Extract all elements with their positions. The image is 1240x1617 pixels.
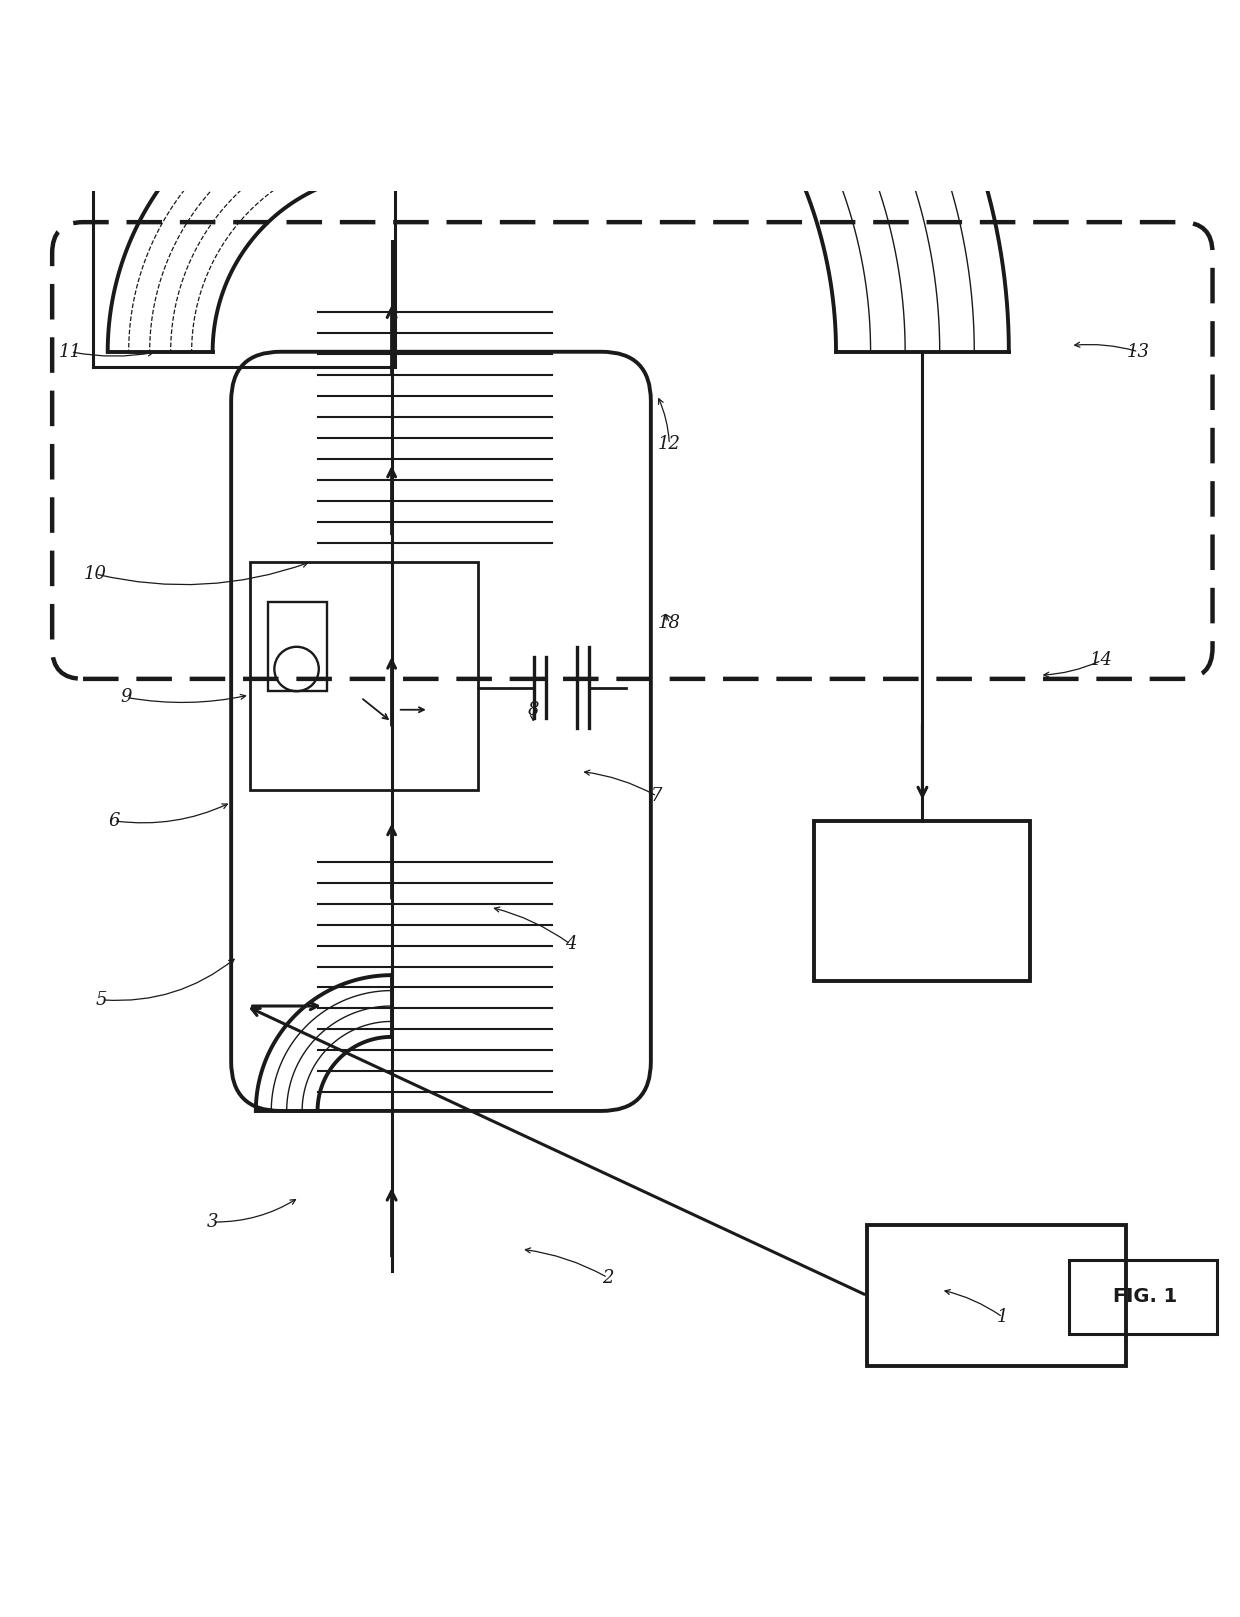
Text: 8: 8 bbox=[528, 700, 539, 718]
Text: 10: 10 bbox=[84, 564, 107, 584]
Text: 9: 9 bbox=[120, 689, 131, 707]
Text: 3: 3 bbox=[207, 1213, 218, 1231]
Text: 6: 6 bbox=[108, 812, 119, 830]
Bar bbox=[1069, 1260, 1218, 1334]
Bar bbox=[867, 1224, 1126, 1366]
Text: 18: 18 bbox=[658, 614, 681, 632]
Text: 11: 11 bbox=[60, 343, 82, 361]
Bar bbox=[249, 561, 479, 791]
Bar bbox=[93, 65, 396, 367]
Text: 13: 13 bbox=[1127, 343, 1149, 361]
Text: FIG. 1: FIG. 1 bbox=[1112, 1287, 1177, 1305]
Bar bbox=[815, 821, 1030, 982]
Bar bbox=[268, 603, 327, 690]
Text: 2: 2 bbox=[601, 1269, 614, 1287]
Text: 14: 14 bbox=[1090, 652, 1114, 669]
Text: 12: 12 bbox=[658, 435, 681, 453]
Text: 7: 7 bbox=[651, 787, 663, 805]
Text: 1: 1 bbox=[997, 1308, 1008, 1326]
Text: 4: 4 bbox=[565, 935, 577, 954]
Text: 5: 5 bbox=[95, 991, 108, 1009]
Bar bbox=[626, 89, 768, 183]
